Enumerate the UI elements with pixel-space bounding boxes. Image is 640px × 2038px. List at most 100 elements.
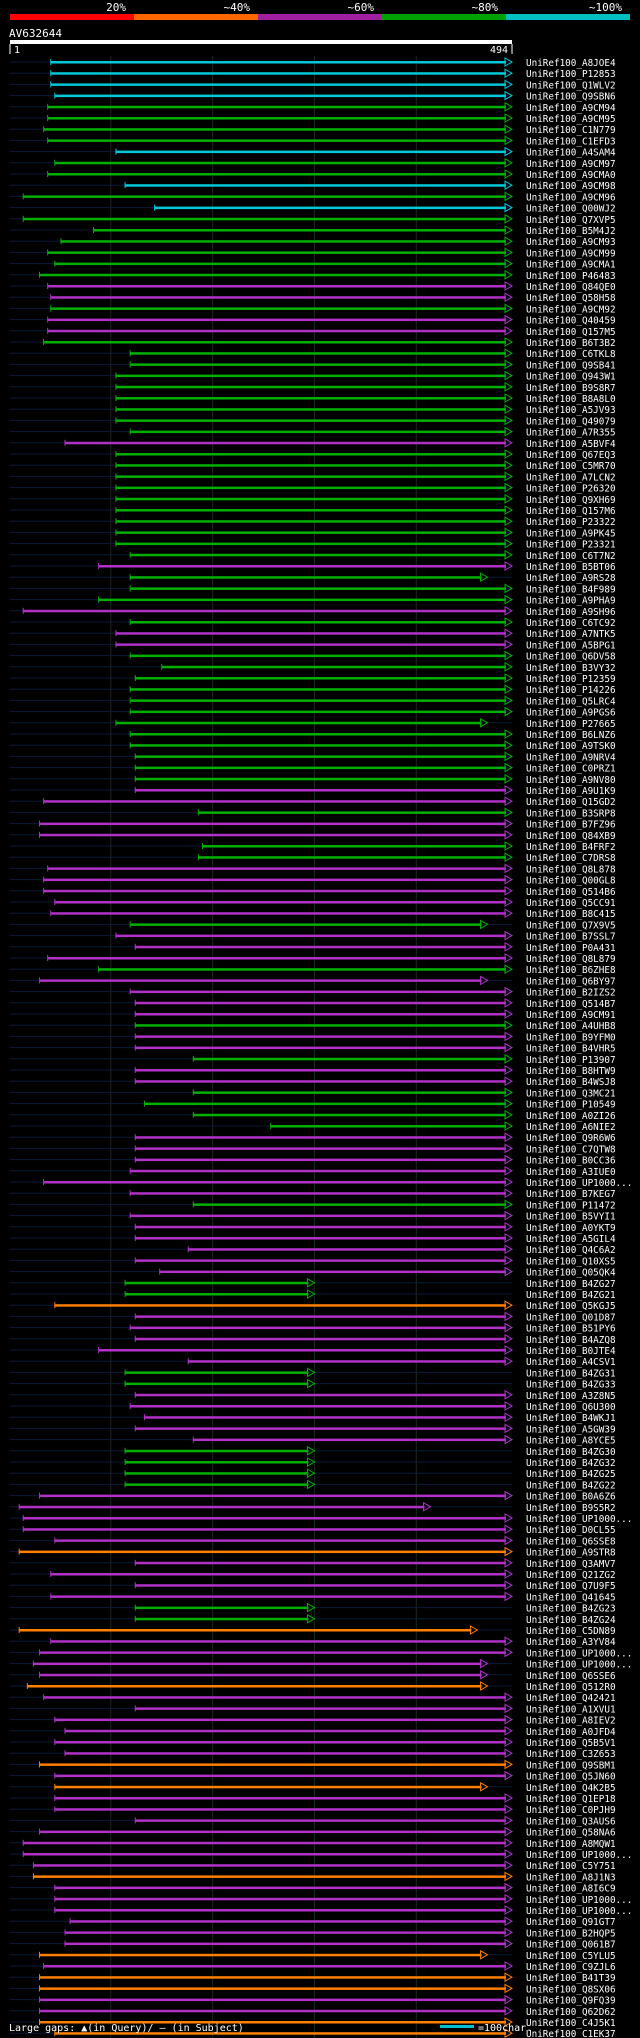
hit-id-label[interactable]: UniRef100_Q1EP18	[526, 1794, 616, 1805]
hit-id-label[interactable]: UniRef100_P12853	[526, 69, 616, 80]
hit-id-label[interactable]: UniRef100_D0CL55	[526, 1525, 616, 1536]
hit-id-label[interactable]: UniRef100_Q15GD2	[526, 797, 616, 808]
hit-id-label[interactable]: UniRef100_A9TSK0	[526, 741, 616, 752]
hit-id-label[interactable]: UniRef100_A4SAM4	[526, 148, 616, 159]
hit-id-label[interactable]: UniRef100_A7LCN2	[526, 472, 616, 483]
hit-id-label[interactable]: UniRef100_A9CM95	[526, 114, 616, 125]
hit-id-label[interactable]: UniRef100_C7DRS8	[526, 853, 616, 864]
hit-id-label[interactable]: UniRef100_A9CM92	[526, 304, 616, 315]
hit-id-label[interactable]: UniRef100_Q6SSE8	[526, 1536, 616, 1547]
hit-id-label[interactable]: UniRef100_Q7X9V5	[526, 920, 616, 931]
hit-id-label[interactable]: UniRef100_Q9R6W6	[526, 1133, 616, 1144]
hit-id-label[interactable]: UniRef100_A3Z8N5	[526, 1391, 616, 1402]
hit-id-label[interactable]: UniRef100_A0JFD4	[526, 1727, 616, 1738]
hit-id-label[interactable]: UniRef100_P0A431	[526, 943, 616, 954]
hit-id-label[interactable]: UniRef100_B5M4J2	[526, 226, 616, 237]
hit-id-label[interactable]: UniRef100_A5GIL4	[526, 1234, 616, 1245]
hit-id-label[interactable]: UniRef100_Q00WJ2	[526, 204, 616, 215]
hit-id-label[interactable]: UniRef100_Q9SBM1	[526, 1760, 616, 1771]
hit-id-label[interactable]: UniRef100_Q4C6A2	[526, 1245, 616, 1256]
hit-id-label[interactable]: UniRef100_A8MQW1	[526, 1839, 616, 1850]
hit-id-label[interactable]: UniRef100_C6TC92	[526, 618, 616, 629]
hit-id-label[interactable]: UniRef100_Q21ZG2	[526, 1570, 616, 1581]
hit-id-label[interactable]: UniRef100_B6T3B2	[526, 338, 616, 349]
hit-id-label[interactable]: UniRef100_P23321	[526, 540, 616, 551]
hit-id-label[interactable]: UniRef100_B4WKJ1	[526, 1413, 616, 1424]
hit-id-label[interactable]: UniRef100_Q8SX06	[526, 1984, 616, 1995]
hit-id-label[interactable]: UniRef100_B8HTW9	[526, 1066, 616, 1077]
hit-id-label[interactable]: UniRef100_C1EFD3	[526, 136, 616, 147]
hit-id-label[interactable]: UniRef100_Q6SSE6	[526, 1671, 616, 1682]
hit-id-label[interactable]: UniRef100_C5DN89	[526, 1626, 616, 1637]
hit-id-label[interactable]: UniRef100_UP1000...	[526, 1906, 632, 1917]
hit-id-label[interactable]: UniRef100_A7NTK5	[526, 629, 616, 640]
hit-id-label[interactable]: UniRef100_A9CM91	[526, 1010, 616, 1021]
hit-id-label[interactable]: UniRef100_Q40459	[526, 316, 616, 327]
hit-id-label[interactable]: UniRef100_B3VY32	[526, 663, 616, 674]
hit-id-label[interactable]: UniRef100_B4ZG27	[526, 1279, 616, 1290]
hit-id-label[interactable]: UniRef100_C0PJH9	[526, 1805, 616, 1816]
hit-id-label[interactable]: UniRef100_Q943W1	[526, 372, 616, 383]
hit-id-label[interactable]: UniRef100_Q05QK4	[526, 1268, 616, 1279]
hit-id-label[interactable]: UniRef100_B4AZQ8	[526, 1335, 616, 1346]
hit-id-label[interactable]: UniRef100_A9CM99	[526, 248, 616, 259]
hit-id-label[interactable]: UniRef100_B6LNZ6	[526, 730, 616, 741]
hit-id-label[interactable]: UniRef100_B4ZG22	[526, 1480, 616, 1491]
hit-id-label[interactable]: UniRef100_Q1WLV2	[526, 80, 616, 91]
hit-id-label[interactable]: UniRef100_A9CMA0	[526, 170, 616, 181]
hit-id-label[interactable]: UniRef100_A3IUE0	[526, 1167, 616, 1178]
hit-id-label[interactable]: UniRef100_A8I6C9	[526, 1884, 616, 1895]
hit-id-label[interactable]: UniRef100_Q157M5	[526, 327, 616, 338]
hit-id-label[interactable]: UniRef100_B0CC36	[526, 1156, 616, 1167]
hit-id-label[interactable]: UniRef100_B7SSL7	[526, 932, 616, 943]
hit-id-label[interactable]: UniRef100_Q3AMV7	[526, 1559, 616, 1570]
hit-id-label[interactable]: UniRef100_Q7XVP5	[526, 215, 616, 226]
hit-id-label[interactable]: UniRef100_P12359	[526, 674, 616, 685]
hit-id-label[interactable]: UniRef100_Q10XS5	[526, 1256, 616, 1267]
hit-id-label[interactable]: UniRef100_B9YFM0	[526, 1032, 616, 1043]
hit-id-label[interactable]: UniRef100_P11472	[526, 1200, 616, 1211]
hit-id-label[interactable]: UniRef100_Q3AUS6	[526, 1816, 616, 1827]
hit-id-label[interactable]: UniRef100_Q62D62	[526, 2007, 616, 2018]
hit-id-label[interactable]: UniRef100_B2HQP5	[526, 1928, 616, 1939]
hit-id-label[interactable]: UniRef100_C4J5K1	[526, 2018, 616, 2029]
hit-id-label[interactable]: UniRef100_B8C415	[526, 909, 616, 920]
hit-id-label[interactable]: UniRef100_B8A8L0	[526, 394, 616, 405]
hit-id-label[interactable]: UniRef100_Q512R0	[526, 1682, 616, 1693]
hit-id-label[interactable]: UniRef100_A4CSV1	[526, 1357, 616, 1368]
hit-id-label[interactable]: UniRef100_Q9XH69	[526, 495, 616, 506]
hit-id-label[interactable]: UniRef100_Q514B7	[526, 999, 616, 1010]
hit-id-label[interactable]: UniRef100_B0JTE4	[526, 1346, 616, 1357]
hit-id-label[interactable]: UniRef100_A9PGS6	[526, 708, 616, 719]
hit-id-label[interactable]: UniRef100_Q8L879	[526, 954, 616, 965]
hit-id-label[interactable]: UniRef100_Q58NA6	[526, 1828, 616, 1839]
hit-id-label[interactable]: UniRef100_B0A6Z6	[526, 1492, 616, 1503]
hit-id-label[interactable]: UniRef100_A9CM96	[526, 192, 616, 203]
hit-id-label[interactable]: UniRef100_B41T39	[526, 1973, 616, 1984]
hit-id-label[interactable]: UniRef100_Q01D87	[526, 1312, 616, 1323]
hit-id-label[interactable]: UniRef100_A9NRV4	[526, 752, 616, 763]
hit-id-label[interactable]: UniRef100_C3Z653	[526, 1749, 616, 1760]
hit-id-label[interactable]: UniRef100_Q91GT7	[526, 1917, 616, 1928]
hit-id-label[interactable]: UniRef100_UP1000...	[526, 1895, 632, 1906]
hit-id-label[interactable]: UniRef100_Q67EQ3	[526, 450, 616, 461]
hit-id-label[interactable]: UniRef100_Q157M6	[526, 506, 616, 517]
hit-id-label[interactable]: UniRef100_Q8L878	[526, 864, 616, 875]
hit-id-label[interactable]: UniRef100_B4ZG25	[526, 1469, 616, 1480]
hit-id-label[interactable]: UniRef100_Q6DV58	[526, 652, 616, 663]
hit-id-label[interactable]: UniRef100_B3SRP8	[526, 808, 616, 819]
hit-id-label[interactable]: UniRef100_A0YKT9	[526, 1223, 616, 1234]
hit-id-label[interactable]: UniRef100_C5YLU5	[526, 1951, 616, 1962]
hit-id-label[interactable]: UniRef100_B4ZG30	[526, 1447, 616, 1458]
hit-id-label[interactable]: UniRef100_B4VHR5	[526, 1044, 616, 1055]
hit-id-label[interactable]: UniRef100_A1XVU1	[526, 1704, 616, 1715]
hit-id-label[interactable]: UniRef100_Q9FQ39	[526, 1996, 616, 2007]
hit-id-label[interactable]: UniRef100_A8J1N3	[526, 1872, 616, 1883]
hit-id-label[interactable]: UniRef100_UP1000...	[526, 1660, 632, 1671]
hit-id-label[interactable]: UniRef100_B51PY6	[526, 1324, 616, 1335]
hit-id-label[interactable]: UniRef100_A9RS28	[526, 573, 616, 584]
hit-id-label[interactable]: UniRef100_B4ZG21	[526, 1290, 616, 1301]
hit-id-label[interactable]: UniRef100_C7QTW8	[526, 1144, 616, 1155]
hit-id-label[interactable]: UniRef100_A9PK45	[526, 528, 616, 539]
hit-id-label[interactable]: UniRef100_Q5CC91	[526, 898, 616, 909]
